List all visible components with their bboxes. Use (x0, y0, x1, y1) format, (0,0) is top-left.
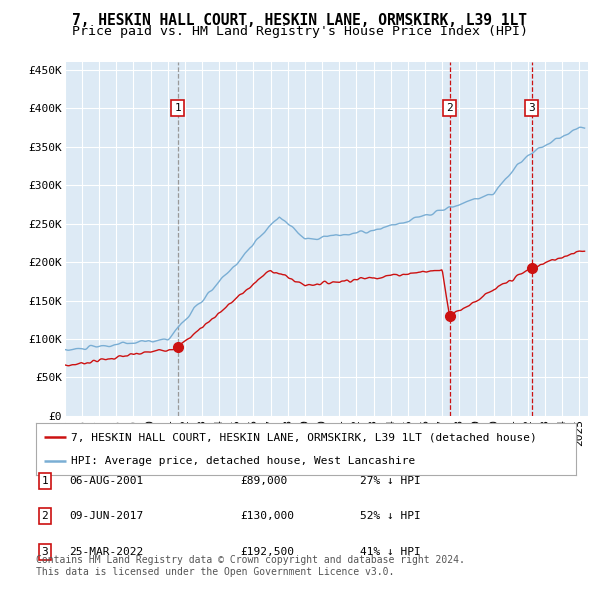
Text: 1: 1 (41, 476, 49, 486)
Text: 52% ↓ HPI: 52% ↓ HPI (360, 512, 421, 521)
Text: 09-JUN-2017: 09-JUN-2017 (69, 512, 143, 521)
Text: 41% ↓ HPI: 41% ↓ HPI (360, 547, 421, 556)
Text: 3: 3 (529, 103, 535, 113)
Text: £89,000: £89,000 (240, 476, 287, 486)
Text: 7, HESKIN HALL COURT, HESKIN LANE, ORMSKIRK, L39 1LT: 7, HESKIN HALL COURT, HESKIN LANE, ORMSK… (73, 13, 527, 28)
Text: Price paid vs. HM Land Registry's House Price Index (HPI): Price paid vs. HM Land Registry's House … (72, 25, 528, 38)
Text: Contains HM Land Registry data © Crown copyright and database right 2024.
This d: Contains HM Land Registry data © Crown c… (36, 555, 465, 577)
Text: £192,500: £192,500 (240, 547, 294, 556)
Text: 2: 2 (41, 512, 49, 521)
Text: £130,000: £130,000 (240, 512, 294, 521)
Text: HPI: Average price, detached house, West Lancashire: HPI: Average price, detached house, West… (71, 456, 415, 466)
Text: 1: 1 (175, 103, 181, 113)
Text: 2: 2 (446, 103, 453, 113)
Text: 27% ↓ HPI: 27% ↓ HPI (360, 476, 421, 486)
Text: 06-AUG-2001: 06-AUG-2001 (69, 476, 143, 486)
Text: 25-MAR-2022: 25-MAR-2022 (69, 547, 143, 556)
Text: 3: 3 (41, 547, 49, 556)
Text: 7, HESKIN HALL COURT, HESKIN LANE, ORMSKIRK, L39 1LT (detached house): 7, HESKIN HALL COURT, HESKIN LANE, ORMSK… (71, 432, 537, 442)
